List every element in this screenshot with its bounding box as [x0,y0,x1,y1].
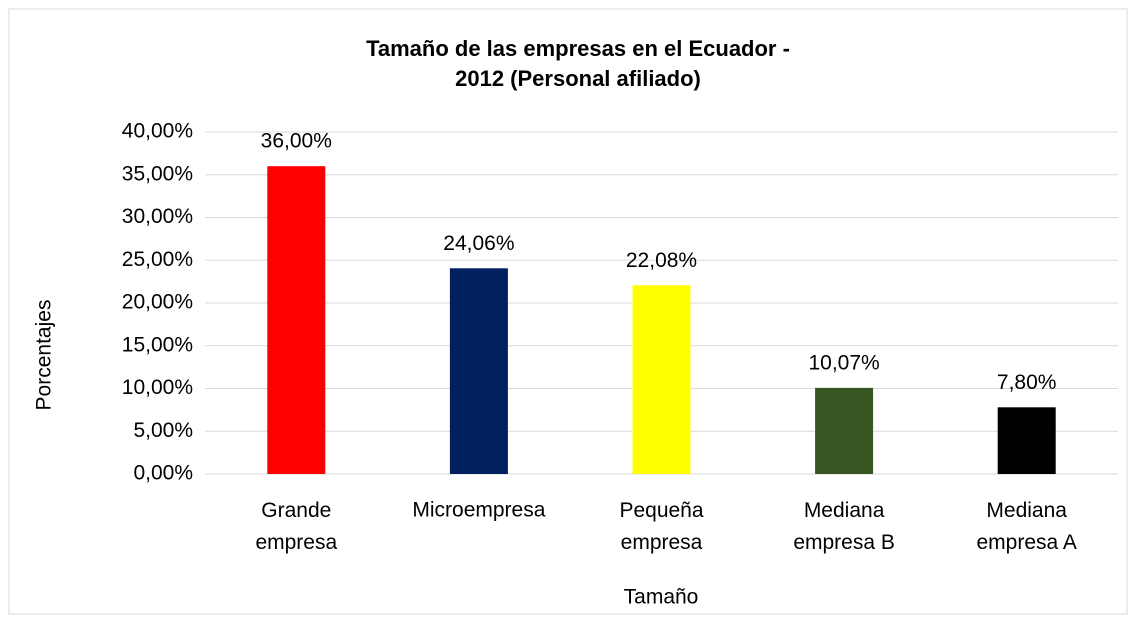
y-tick-label: 5,00% [133,419,193,442]
data-label: 10,07% [808,351,879,374]
y-tick-label: 10,00% [122,376,193,399]
y-tick-label: 0,00% [133,462,193,485]
chart-title: Tamaño de las empresas en el Ecuador - [366,36,790,61]
y-tick-label: 40,00% [122,120,193,143]
bar [449,268,508,474]
data-label: 36,00% [261,130,332,153]
x-tick-label: Mediana empresa A [977,499,1077,554]
x-tick-label: Mediana empresa B [793,499,895,554]
y-tick-label: 15,00% [122,333,193,356]
data-label: 22,08% [626,249,697,272]
data-label: 24,06% [443,232,514,255]
x-axis-title: Tamaño [624,586,699,609]
x-tick-label: Grande empresa [255,499,337,554]
y-tick-label: 20,00% [122,291,193,314]
y-tick-label: 25,00% [122,248,193,271]
y-tick-label: 30,00% [122,205,193,228]
x-tick-label: Pequeña empresa [619,499,703,554]
data-label: 7,80% [997,371,1057,394]
bar [267,166,326,474]
y-tick-label: 35,00% [122,162,193,185]
chart-border [8,8,1128,615]
x-tick-label: Microempresa [412,499,545,522]
bar [997,407,1056,474]
y-axis-title: Porcentajes [33,300,56,411]
chart-title: 2012 (Personal afiliado) [455,66,701,91]
bar [815,387,874,474]
bar [632,285,691,474]
